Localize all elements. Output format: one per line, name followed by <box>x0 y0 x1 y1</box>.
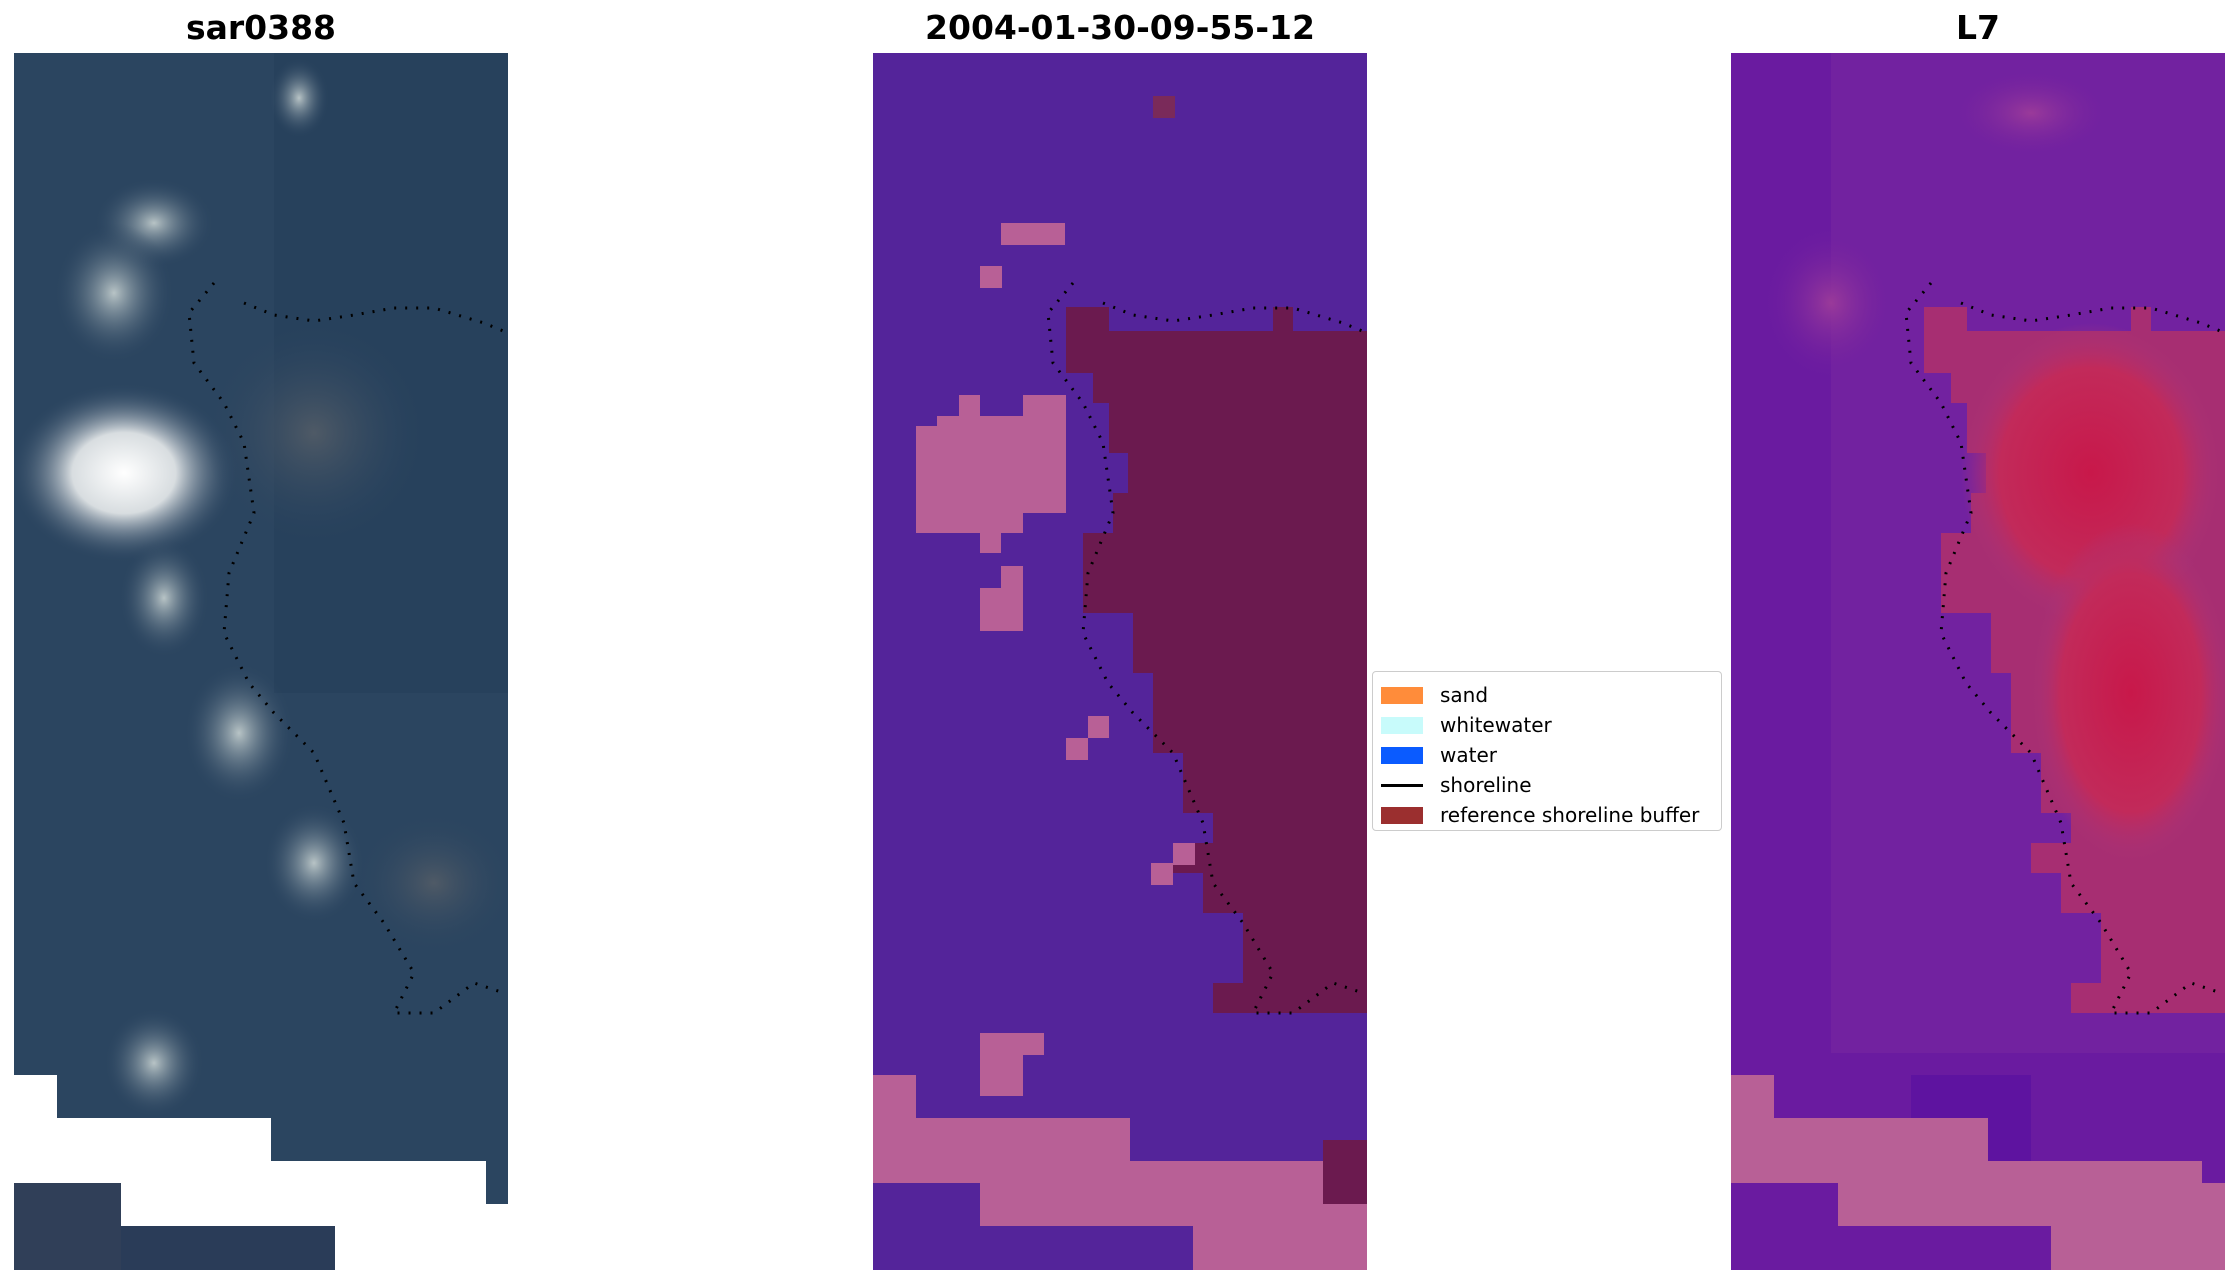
shoreline-line <box>187 282 505 1015</box>
reference-buffer-region <box>1066 307 1367 1013</box>
legend-item-shoreline: shoreline <box>1381 772 1532 798</box>
legend-item-water: water <box>1381 742 1497 768</box>
water-swatch <box>1381 746 1423 764</box>
classification-panel <box>873 53 1367 1270</box>
legend-label-buffer: reference shoreline buffer <box>1440 803 1700 827</box>
legend-label-sand: sand <box>1440 683 1489 707</box>
rgb-image-panel <box>14 53 508 1270</box>
panel-title-rgb: sar0388 <box>185 8 337 47</box>
shoreline-swatch <box>1381 783 1423 787</box>
whitewater-swatch <box>1381 716 1423 734</box>
legend-item-sand: sand <box>1381 682 1488 708</box>
index-image-panel <box>1731 53 2225 1270</box>
legend: sand whitewater water shoreline referenc… <box>1372 671 1722 831</box>
legend-label-whitewater: whitewater <box>1440 713 1552 737</box>
sand-swatch <box>1381 686 1423 704</box>
panel-title-classification: 2004-01-30-09-55-12 <box>925 8 1315 47</box>
panel-title-index: L7 <box>1956 8 2000 47</box>
legend-label-water: water <box>1440 743 1497 767</box>
legend-label-shoreline: shoreline <box>1440 773 1532 797</box>
legend-item-whitewater: whitewater <box>1381 712 1552 738</box>
legend-item-buffer: reference shoreline buffer <box>1381 802 1699 828</box>
classification-image <box>873 53 1367 1270</box>
index-image <box>1731 53 2225 1270</box>
buffer-swatch <box>1381 806 1423 824</box>
rgb-satellite-image <box>14 53 508 1270</box>
